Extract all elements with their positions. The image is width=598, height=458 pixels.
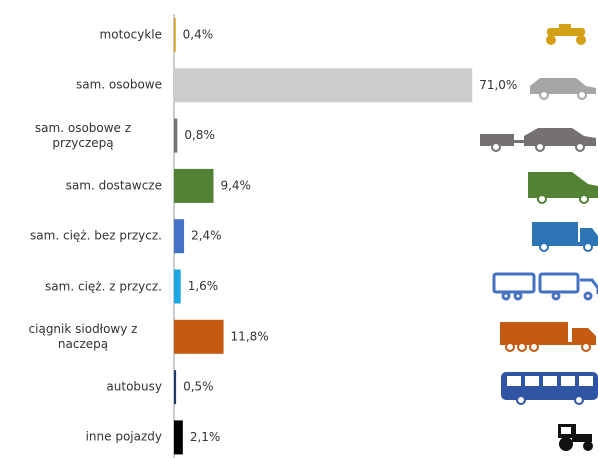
icon-truck [532,222,598,252]
category-label: ciągnik siodłowy z naczepą [28,321,138,351]
icon-car [530,78,596,100]
bar [174,168,214,203]
value-label: 0,5% [183,380,214,394]
category-label: sam. osobowe z przyczepą [34,120,132,150]
bar [174,319,224,354]
value-label: 2,1% [190,430,221,444]
value-label: 0,8% [184,128,215,142]
bar [174,118,178,153]
category-label: motocykle [99,27,162,42]
value-label: 1,6% [188,279,219,293]
bar [174,18,176,52]
value-label: 2,4% [191,229,222,243]
icon-bus [501,372,598,405]
category-label: autobusy [106,379,162,394]
bar [174,219,185,254]
icon-motorcycle [546,24,586,45]
value-label: 11,8% [231,329,269,343]
category-label: sam. cięż. z przycz. [45,279,162,293]
value-label: 71,0% [479,78,517,92]
icons [480,24,598,451]
icon-tractor [558,424,593,451]
bar [174,68,473,103]
value-label: 0,4% [183,28,214,42]
bar [174,269,181,304]
category-label: sam. dostawcze [65,178,162,193]
value-label: 9,4% [220,178,251,192]
icon-car-trailer [480,128,596,152]
category-label: inne pojazdy [85,429,162,444]
category-label: sam. cięż. bez przycz. [30,228,162,243]
icon-truck-trailer [492,272,598,301]
category-label: sam. osobowe [75,77,162,92]
icon-van [528,172,598,204]
bar [174,370,177,405]
icon-semitrailer [500,322,596,352]
bar [174,420,183,455]
